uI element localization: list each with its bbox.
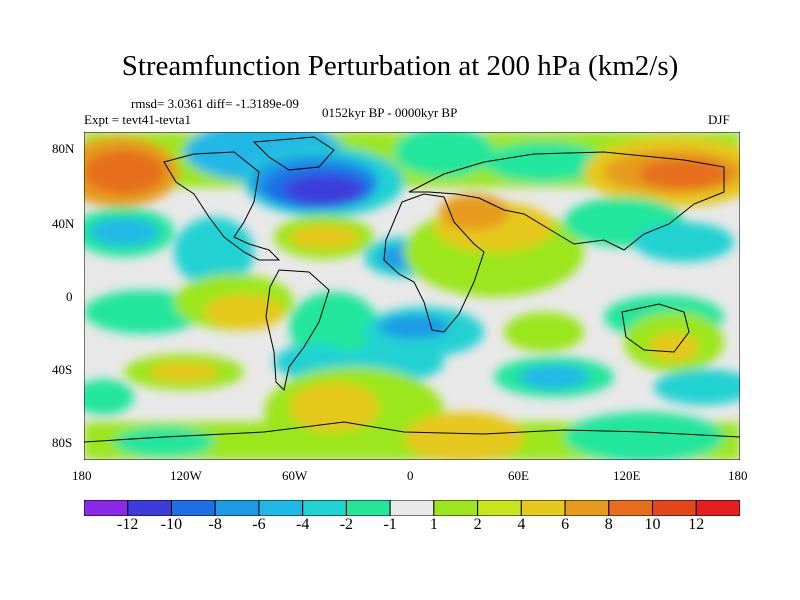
legend-label: -1 [383, 516, 397, 533]
season-label: DJF [708, 112, 730, 127]
legend-swatch [389, 500, 435, 516]
legend-swatch [608, 500, 654, 516]
lat-label: 0 [66, 289, 73, 304]
legend-label: -6 [252, 516, 266, 533]
legend-label: 1 [429, 516, 438, 533]
time-period-label: 0152kyr BP - 0000kyr BP [322, 105, 458, 120]
legend-label: 8 [604, 516, 613, 533]
legend-swatch [345, 500, 391, 516]
lon-label: 0 [407, 468, 414, 483]
legend-swatch [477, 500, 522, 516]
legend-label: 12 [688, 516, 705, 533]
legend-label: 4 [517, 516, 526, 533]
lon-label: 180 [728, 468, 748, 483]
lon-label: 120W [170, 468, 202, 483]
legend-swatch [564, 500, 610, 516]
lat-label: 80S [52, 435, 73, 450]
legend-swatch [127, 500, 172, 516]
legend-label: -2 [339, 516, 354, 533]
map-plot [84, 132, 740, 460]
legend-label: 6 [561, 516, 570, 533]
legend-swatch [433, 500, 479, 516]
legend-swatch [652, 500, 697, 516]
legend-bar [84, 500, 740, 516]
contour-fill [84, 132, 740, 460]
rmsd-diff-stats: rmsd= 3.0361 diff= -1.3189e-09 [131, 96, 299, 111]
lon-label: 60E [508, 468, 529, 483]
lat-label: 40N [52, 216, 75, 231]
legend-swatch [214, 500, 260, 516]
legend-swatch [258, 500, 304, 516]
south-america-coast [265, 269, 330, 392]
legend-label: 2 [473, 516, 482, 533]
legend-swatch [695, 500, 740, 516]
legend-label: -10 [160, 516, 183, 533]
legend-label: -12 [117, 516, 139, 533]
lon-label: 60W [282, 468, 308, 483]
lat-label: 80N [52, 141, 75, 156]
lat-label: 40S [52, 362, 73, 377]
legend-swatch [520, 500, 566, 516]
legend-swatch [170, 500, 216, 516]
legend-label: 10 [644, 516, 661, 533]
africa-coast [383, 193, 485, 333]
legend-swatch [84, 500, 129, 516]
experiment-label: Expt = tevt41-tevta1 [84, 112, 191, 127]
eurasia-coast [408, 151, 725, 251]
north-america-coast [163, 151, 281, 261]
coastlines [84, 136, 740, 443]
lon-label: 120E [613, 468, 641, 483]
legend-label: -4 [295, 516, 310, 533]
plot-title: Streamfunction Perturbation at 200 hPa (… [121, 50, 679, 82]
legend-swatch [302, 500, 347, 516]
lon-label: 180 [72, 468, 92, 483]
antarctica-coast [84, 421, 740, 443]
legend-label: -8 [208, 516, 222, 533]
australia-coast [621, 303, 690, 353]
greenland-coast [252, 136, 335, 171]
